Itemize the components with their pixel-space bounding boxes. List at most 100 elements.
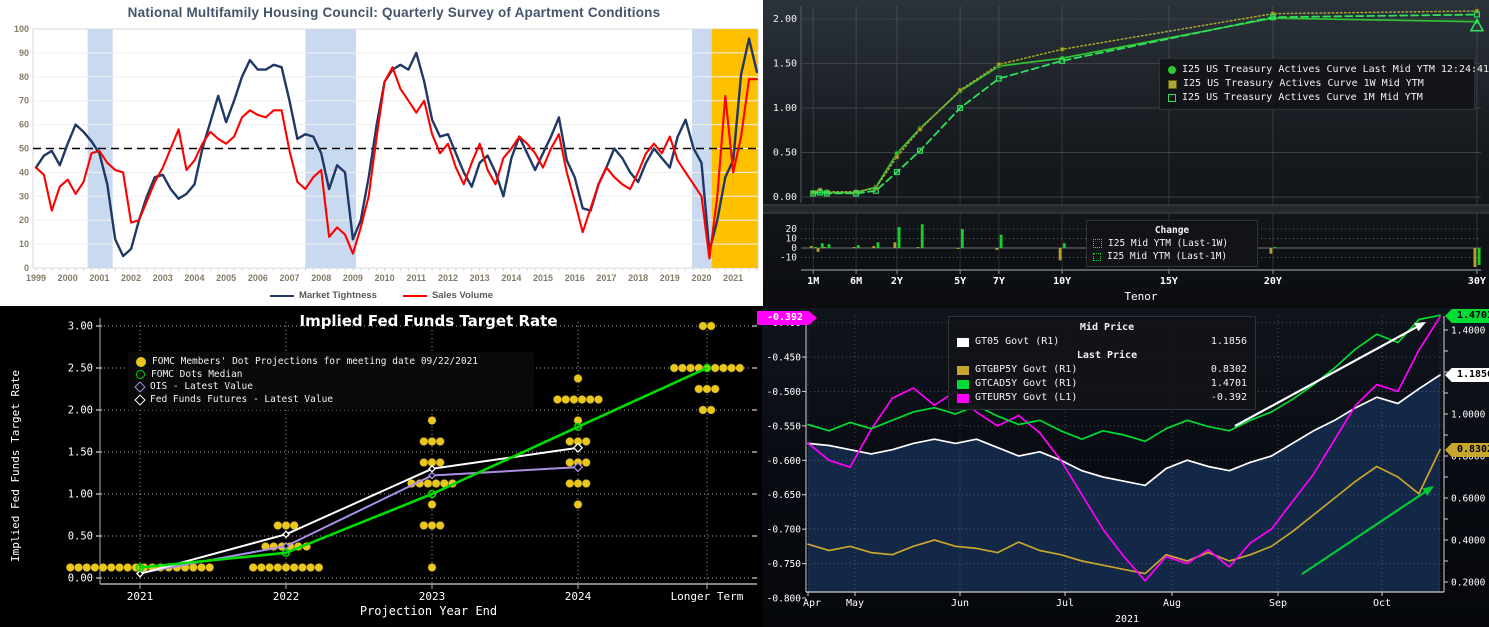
legend-item-gteur5y: GTEUR5Y Govt (L1) -0.392: [957, 391, 1247, 405]
svg-text:2004: 2004: [184, 273, 204, 283]
svg-text:10: 10: [786, 234, 798, 245]
svg-text:0.6000: 0.6000: [1451, 494, 1486, 505]
svg-text:40: 40: [19, 167, 29, 177]
hollow-square-icon: [1168, 94, 1176, 102]
svg-text:2023: 2023: [419, 590, 446, 603]
hollow-diamond-icon: [134, 381, 146, 393]
svg-text:Apr: Apr: [803, 598, 821, 609]
hollow-circle-icon: [136, 370, 145, 380]
svg-text:2021: 2021: [127, 590, 154, 603]
legend-label: I25 Mid YTM (Last-1M): [1107, 251, 1228, 262]
legend-label: I25 US Treasury Actives Curve Last Mid Y…: [1182, 64, 1489, 75]
implied-rate-axis-label: Implied Fed Funds Target Rate: [9, 369, 22, 563]
nmhc-survey-panel: National Multifamily Housing Council: Qu…: [0, 0, 763, 306]
svg-text:0.00: 0.00: [773, 192, 797, 203]
change-legend-title: Change: [1154, 225, 1190, 236]
svg-text:50: 50: [19, 144, 29, 154]
svg-text:Sep: Sep: [1269, 598, 1287, 609]
legend-item-dots-median: FOMC Dots Median: [136, 369, 526, 382]
svg-text:1.50: 1.50: [773, 59, 797, 70]
svg-text:20: 20: [19, 215, 29, 225]
svg-text:-0.800: -0.800: [767, 594, 802, 605]
svg-text:2024: 2024: [565, 590, 592, 603]
white-swatch: [957, 337, 969, 347]
mid-price-header: Mid Price: [1079, 322, 1135, 333]
svg-text:5Y: 5Y: [954, 276, 966, 287]
svg-text:10Y: 10Y: [1053, 276, 1071, 287]
svg-text:2014: 2014: [501, 273, 521, 283]
legend-item-gtgbp5y: GTGBP5Y Govt (R1) 0.8302: [957, 363, 1247, 377]
filled-circle-icon: [136, 357, 146, 368]
svg-text:0.00: 0.00: [68, 573, 93, 585]
legend-label: Fed Funds Futures - Latest Value: [150, 393, 334, 405]
legend-label: I25 US Treasury Actives Curve 1W Mid YTM: [1183, 78, 1424, 89]
legend-label: Market Tightness: [298, 290, 377, 301]
svg-text:1M: 1M: [807, 276, 819, 287]
gov-5y-plot: -0.400-0.450-0.500-0.550-0.600-0.650-0.7…: [767, 314, 1486, 609]
svg-text:-0.600: -0.600: [767, 456, 802, 467]
svg-text:2009: 2009: [343, 273, 363, 283]
svg-text:May: May: [846, 598, 864, 609]
legend-label: GTEUR5Y Govt (L1): [975, 392, 1078, 403]
gt05-price-badge: 1.1856: [1445, 368, 1489, 382]
svg-text:1.0000: 1.0000: [1451, 410, 1486, 421]
legend-label: Sales Volume: [431, 290, 494, 301]
svg-text:2020: 2020: [691, 273, 711, 283]
legend-item-last-1w: I25 Mid YTM (Last-1W): [1093, 237, 1251, 250]
gtcad5y-price-badge: 1.4701: [1445, 309, 1489, 323]
svg-text:2011: 2011: [407, 273, 427, 283]
svg-text:Oct: Oct: [1373, 598, 1391, 609]
gov-5y-yields-panel: -0.400-0.450-0.500-0.550-0.600-0.650-0.7…: [757, 308, 1489, 627]
svg-text:2005: 2005: [216, 273, 236, 283]
svg-text:0.4000: 0.4000: [1451, 536, 1486, 547]
legend-item-ois: OIS - Latest Value: [134, 381, 526, 394]
fed-dots-legend: FOMC Members' Dot Projections for meetin…: [128, 352, 534, 410]
svg-text:1.00: 1.00: [68, 489, 93, 501]
svg-text:2000: 2000: [58, 273, 78, 283]
svg-text:0.2000: 0.2000: [1451, 578, 1486, 589]
year-axis-label: 2021: [1114, 614, 1140, 625]
legend-item-dot-projections: FOMC Members' Dot Projections for meetin…: [136, 356, 526, 369]
legend-item-market-tightness: Market Tightness: [269, 290, 377, 301]
yellow-swatch: [957, 365, 969, 375]
green-swatch: [957, 379, 969, 389]
svg-text:2.50: 2.50: [68, 363, 93, 375]
nmhc-title: National Multifamily Housing Council: Qu…: [127, 5, 661, 20]
svg-text:2006: 2006: [248, 273, 268, 283]
legend-label: FOMC Dots Median: [151, 368, 243, 380]
legend-label: GTCAD5Y Govt (R1): [975, 378, 1078, 389]
gtgbp5y-price-badge: 0.8302: [1445, 443, 1489, 457]
svg-text:-0.500: -0.500: [767, 387, 802, 398]
fed-dots-panel: 0.00 0.50 1.00 1.50 2.00 2.50 3.00 2021 2022 2023…: [0, 306, 762, 627]
filled-circle-icon: [1168, 66, 1176, 74]
hollow-square-icon: [1093, 239, 1102, 248]
change-legend: Change I25 Mid YTM (Last-1W) I25 Mid YTM…: [1086, 220, 1258, 267]
svg-text:2Y: 2Y: [891, 276, 903, 287]
hollow-diamond-icon: [134, 394, 146, 406]
legend-item-sales-volume: Sales Volume: [402, 290, 494, 301]
svg-text:2019: 2019: [660, 273, 680, 283]
treasury-legend: I25 US Treasury Actives Curve Last Mid Y…: [1159, 58, 1489, 110]
svg-text:Longer Term: Longer Term: [671, 590, 744, 603]
svg-text:2008: 2008: [311, 273, 331, 283]
svg-text:2.00: 2.00: [773, 14, 797, 25]
svg-text:2017: 2017: [596, 273, 616, 283]
legend-item-1m: I25 US Treasury Actives Curve 1M Mid YTM: [1168, 91, 1466, 105]
svg-text:1999: 1999: [26, 273, 46, 283]
svg-text:-0.750: -0.750: [767, 559, 802, 570]
svg-text:2021: 2021: [723, 273, 743, 283]
legend-value: 1.1856: [1210, 336, 1247, 347]
svg-text:-0.650: -0.650: [767, 490, 802, 501]
svg-text:2007: 2007: [280, 273, 300, 283]
market-tightness-swatch: [269, 294, 294, 297]
last-price-header: Last Price: [1076, 350, 1138, 361]
svg-text:2015: 2015: [533, 273, 553, 283]
treasury-curve-panel: 0.00 0.50 1.00 1.50 2.00 20 10 0 -10 1M 6M 2Y 5Y 7Y 10…: [763, 0, 1489, 308]
legend-value: 1.4701: [1210, 378, 1247, 389]
legend-label: I25 Mid YTM (Last-1W): [1108, 238, 1229, 249]
svg-text:2001: 2001: [89, 273, 109, 283]
svg-text:2022: 2022: [273, 590, 300, 603]
svg-text:7Y: 7Y: [993, 276, 1005, 287]
svg-text:0.50: 0.50: [773, 148, 797, 159]
